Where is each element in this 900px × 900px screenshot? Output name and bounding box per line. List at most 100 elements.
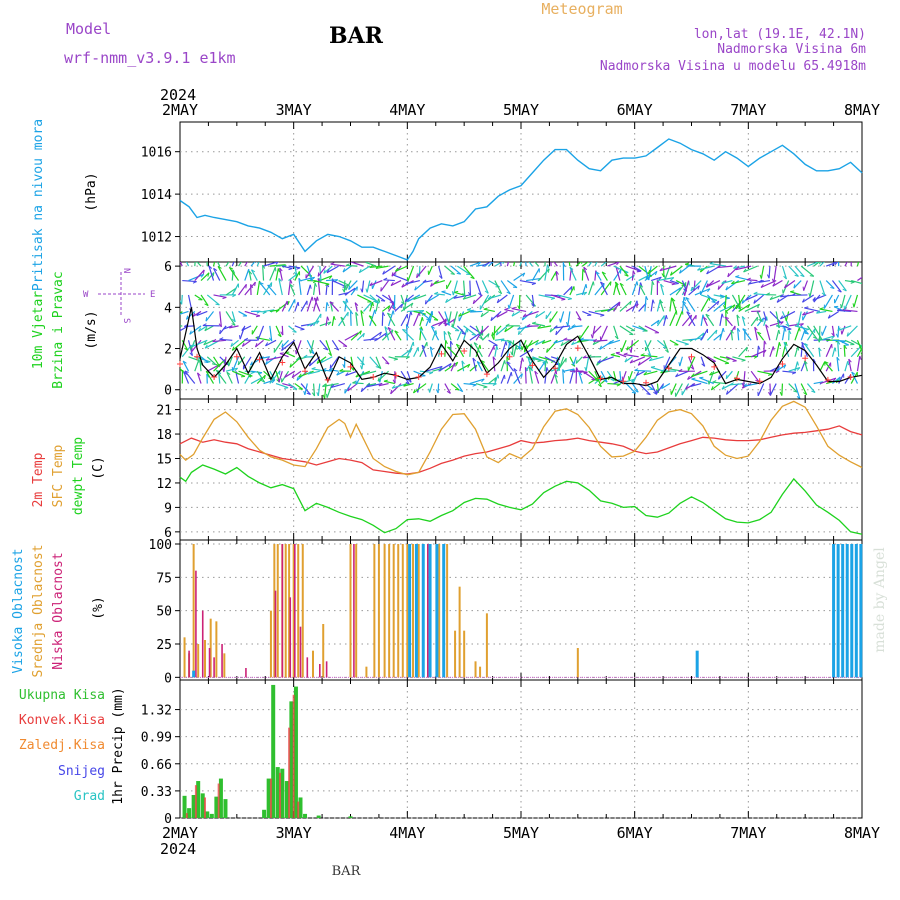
wind-arrow <box>538 361 546 372</box>
wind-arrow <box>657 339 668 349</box>
wind-arrow-head <box>342 345 347 347</box>
wind-arrow-head <box>671 298 676 302</box>
wind-arrow <box>725 304 736 312</box>
wind-axis-unit: (m/s) <box>84 310 99 349</box>
wind-arrow-head <box>491 335 495 340</box>
wind-arrow-head <box>563 252 565 255</box>
wind-arrow <box>294 383 304 390</box>
wind-arrow-head <box>447 318 450 323</box>
low-cloud-bar <box>281 544 284 678</box>
wind-arrow-head <box>578 371 583 376</box>
wind-arrow <box>588 370 599 382</box>
wind-arrow <box>288 265 301 269</box>
wind-arrow-head <box>639 284 644 288</box>
wind-arrow <box>800 344 803 357</box>
wind-arrow <box>507 280 518 289</box>
wind-arrow <box>663 340 669 353</box>
wind-arrow <box>743 265 758 273</box>
pressure-ytick-label: 1016 <box>141 146 172 161</box>
wind-arrow <box>524 367 527 384</box>
wind-arrow <box>284 370 296 378</box>
convective-precip-bar <box>279 772 282 818</box>
wind-arrow-head <box>392 379 396 384</box>
wind-arrow-head <box>697 267 701 271</box>
wind-arrow-head <box>443 322 448 326</box>
wind-arrow-head <box>546 348 548 353</box>
date-tick-label: 6MAY <box>617 101 653 119</box>
wind-arrow <box>768 266 771 279</box>
wind-arrow-head <box>830 286 835 290</box>
wind-arrow <box>381 356 390 365</box>
wind-arrow <box>725 370 733 380</box>
wind-arrow-head <box>189 352 193 356</box>
wind-arrow <box>488 339 498 347</box>
wind-arrow-head <box>804 343 809 346</box>
wind-arrow <box>650 299 654 312</box>
wind-arrow-head <box>447 346 452 349</box>
wind-arrow-head <box>370 302 373 307</box>
wind-arrow-head <box>278 278 282 282</box>
wind-arrow-head <box>653 391 658 395</box>
wind-arrow-head <box>433 280 437 285</box>
wind-arrow-head <box>391 329 394 334</box>
wind-arrow <box>450 383 460 391</box>
wind-arrow-head <box>360 371 365 376</box>
wind-arrow-head <box>183 371 188 375</box>
cloud-axis-title-1: Visoka Oblacnost <box>11 548 26 673</box>
wind-arrow <box>844 339 855 346</box>
wind-arrow <box>575 262 582 267</box>
wind-arrow <box>631 383 639 393</box>
wind-arrow-head <box>837 290 842 293</box>
wind-arrow-head <box>288 268 293 271</box>
wind-arrow <box>406 370 412 383</box>
convective-precip-bar <box>185 813 188 818</box>
wind-arrow <box>857 276 862 282</box>
wind-arrow <box>659 265 677 272</box>
wind-arrow-head <box>497 374 500 379</box>
wind-arrow <box>684 280 690 296</box>
wind-arrow <box>644 325 660 334</box>
wind-arrow <box>650 319 660 327</box>
wind-arrow <box>382 265 396 275</box>
wind-arrow-head <box>535 341 539 346</box>
wind-arrow <box>231 339 246 351</box>
wind-arrow-head <box>345 263 350 266</box>
wind-arrow-head <box>360 310 364 314</box>
wind-arrow-head <box>813 358 816 363</box>
wind-arrow <box>319 321 332 327</box>
wind-arrow <box>655 383 665 395</box>
wind-arrow-head <box>579 337 584 341</box>
wind-arrow <box>599 339 614 350</box>
wind-arrow <box>750 370 760 383</box>
high-cloud-bar <box>192 670 196 678</box>
wind-arrow-head <box>414 286 417 291</box>
wind-arrow <box>582 262 589 267</box>
elevation-label: Nadmorska Visina 6m <box>717 42 866 57</box>
wind-arrow-head <box>375 265 380 269</box>
wind-arrow <box>309 340 315 354</box>
mid-cloud-bar <box>438 544 441 678</box>
wind-arrow <box>413 311 421 327</box>
wind-arrow-head <box>599 345 603 350</box>
low-cloud-bar <box>208 648 211 678</box>
wind-arrow-head <box>354 302 359 306</box>
wind-arrow-head <box>175 252 178 254</box>
wind-arrow <box>600 281 612 296</box>
wind-arrow <box>615 352 627 358</box>
wind-arrow <box>184 370 196 384</box>
wind-arrow-head <box>204 327 208 331</box>
wind-arrow-head <box>801 341 806 346</box>
wind-arrow-head <box>402 306 405 311</box>
wind-arrow-head <box>232 269 236 274</box>
wind-arrow-head <box>226 371 231 375</box>
mid-cloud-bar <box>192 544 195 678</box>
wind-arrow <box>475 344 481 357</box>
wind-arrow <box>395 265 408 272</box>
wind-gust-mark <box>802 355 809 362</box>
panel-pressure: Pritisak na nivou mora (hPa) 10121014101… <box>31 119 863 291</box>
wind-arrow <box>330 263 345 267</box>
wind-arrow-head <box>846 332 849 337</box>
wind-arrow-head <box>647 269 651 274</box>
wind-arrow <box>613 379 624 385</box>
wind-arrow <box>567 311 571 326</box>
